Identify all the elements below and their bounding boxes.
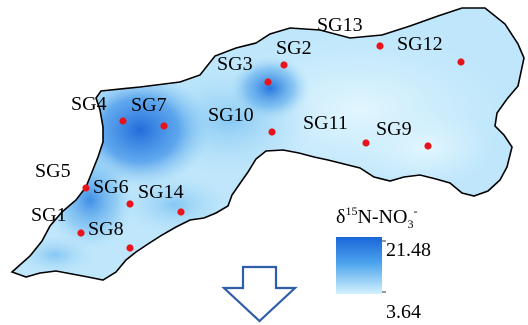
- sample-marker: [280, 61, 288, 69]
- site-sg14: SG14: [138, 181, 185, 216]
- site-label: SG7: [131, 94, 167, 116]
- site-label: SG4: [71, 93, 107, 115]
- site-label: SG14: [138, 181, 184, 203]
- site-label: SG5: [35, 160, 71, 182]
- sample-marker: [177, 208, 185, 216]
- sample-marker: [160, 122, 168, 130]
- legend-title-delta: δ: [336, 206, 345, 228]
- legend-colorbar: [336, 237, 382, 294]
- site-label: SG12: [397, 33, 443, 55]
- hollow-down-arrow-icon: [221, 265, 298, 323]
- site-label: SG10: [208, 104, 254, 126]
- site-label: SG3: [217, 53, 253, 75]
- site-sg5: SG5: [35, 160, 90, 192]
- sample-marker: [457, 58, 465, 66]
- site-sg6: SG6: [93, 176, 134, 208]
- sample-marker: [376, 42, 384, 50]
- basin-outline: [10, 7, 525, 281]
- site-sg2: SG2: [276, 37, 312, 69]
- site-sg4: SG4: [71, 93, 127, 125]
- site-sg7: SG7: [131, 94, 168, 130]
- legend-max-label: 21.48: [386, 239, 431, 261]
- legend-min-label: 3.64: [386, 301, 421, 323]
- sg9-pale-zone: [355, 108, 495, 188]
- site-label: SG13: [317, 14, 363, 36]
- site-label: SG11: [303, 112, 348, 134]
- legend-title-sup2: -: [413, 204, 417, 218]
- site-label: SG1: [31, 204, 67, 226]
- sample-marker: [424, 142, 432, 150]
- sample-marker: [126, 200, 134, 208]
- sample-marker: [119, 117, 127, 125]
- site-label: SG6: [93, 176, 129, 198]
- site-sg3: SG3: [217, 53, 272, 86]
- sample-marker: [77, 229, 85, 237]
- southwest-pale-zone: [15, 235, 95, 275]
- site-label: SG9: [376, 118, 412, 140]
- west-hotspot: [70, 72, 210, 188]
- site-sg13: SG13: [317, 14, 384, 50]
- sample-marker: [82, 184, 90, 192]
- sample-sites: SG1 SG2 SG3 SG4 SG5 SG6 SG7 SG8: [31, 14, 465, 252]
- site-label: SG2: [276, 37, 312, 59]
- legend-title-sup: 15: [345, 204, 357, 218]
- site-sg9: SG9: [376, 118, 432, 150]
- legend-title: δ15N-NO3-: [336, 204, 417, 231]
- sample-marker: [264, 78, 272, 86]
- site-label: SG8: [88, 218, 124, 240]
- sample-marker: [126, 244, 134, 252]
- sample-marker: [268, 128, 276, 136]
- site-sg12: SG12: [397, 33, 465, 66]
- site-sg10: SG10: [208, 104, 276, 136]
- site-sg11: SG11: [303, 112, 370, 147]
- sg3-hotspot: [230, 56, 310, 120]
- sample-marker: [362, 139, 370, 147]
- site-sg8: SG8: [88, 218, 134, 252]
- site-sg1: SG1: [31, 204, 85, 237]
- legend: δ15N-NO3- 21.48 3.64: [336, 204, 431, 323]
- legend-title-sub: 3: [407, 217, 413, 231]
- legend-title-mid: N-NO: [357, 206, 407, 228]
